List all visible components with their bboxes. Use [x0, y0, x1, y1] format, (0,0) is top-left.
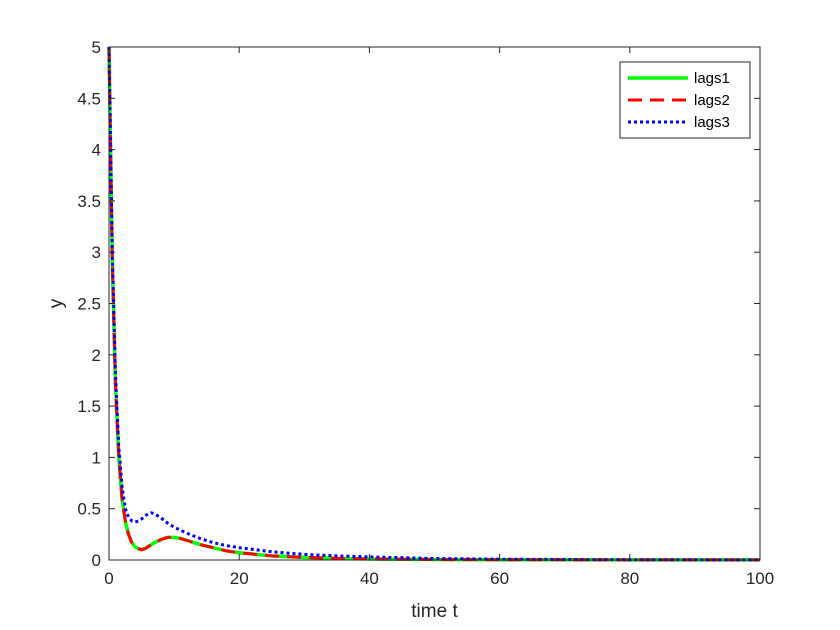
y-tick-label: 5	[92, 38, 101, 57]
y-tick-label: 1.5	[77, 397, 101, 416]
y-tick-label: 1	[92, 448, 101, 467]
legend-label-lags2: lags2	[694, 92, 730, 109]
y-tick-label: 0.5	[77, 500, 101, 519]
y-tick-label: 0	[92, 551, 101, 570]
legend: lags1 lags2 lags3	[619, 61, 751, 139]
y-tick-label: 3.5	[77, 192, 101, 211]
y-tick-label: 4.5	[77, 89, 101, 108]
x-tick-label: 20	[230, 569, 249, 588]
series-layer	[107, 46, 761, 562]
y-axis-label: y	[46, 298, 67, 308]
series-line-lags3	[107, 46, 761, 562]
x-axis-label: time t	[411, 601, 458, 622]
x-tick-label: 0	[104, 569, 113, 588]
y-tick-label: 4	[92, 141, 101, 160]
x-tick-label: 40	[360, 569, 379, 588]
legend-label-lags3: lags3	[694, 114, 730, 131]
legend-label-lags1: lags1	[694, 70, 730, 87]
x-tick-label: 100	[746, 569, 774, 588]
y-tick-label: 2.5	[77, 295, 101, 314]
axes-layer: 0 20 40 60 80 100 0 0.5 1 1.5 2 2.5 3 3.5 4 4.5 5	[77, 38, 774, 588]
x-tick-label: 80	[620, 569, 639, 588]
y-tick-label: 3	[92, 243, 101, 262]
y-tick-label: 2	[92, 346, 101, 365]
x-tick-label: 60	[490, 569, 509, 588]
